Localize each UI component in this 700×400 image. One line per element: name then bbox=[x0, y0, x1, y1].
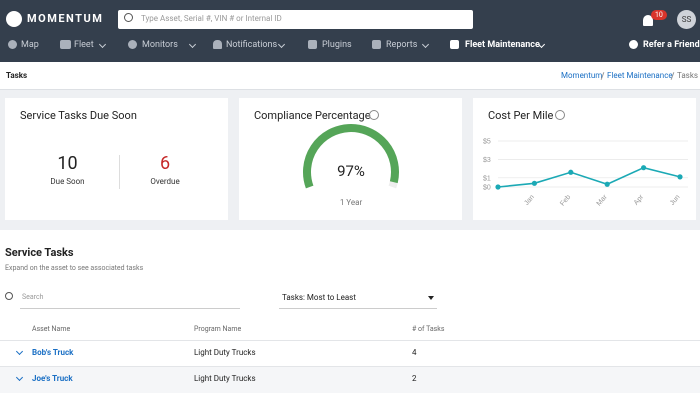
y-tick-label: $3 bbox=[483, 157, 491, 164]
breadcrumb-link[interactable]: Fleet Maintenance bbox=[607, 71, 673, 80]
search-box[interactable] bbox=[118, 10, 473, 29]
section-subtitle: Expand on the asset to see associated ta… bbox=[5, 264, 144, 272]
nav-item[interactable]: Fleet bbox=[74, 40, 94, 50]
point bbox=[568, 169, 574, 175]
stat-value: 10 bbox=[57, 153, 78, 174]
point bbox=[677, 174, 683, 180]
program-name: Light Duty Trucks bbox=[194, 374, 256, 383]
table-row[interactable] bbox=[0, 366, 700, 393]
gauge-label: 97% bbox=[337, 162, 365, 180]
divider bbox=[119, 155, 120, 189]
x-tick-label: Jun bbox=[669, 194, 682, 207]
nav-item[interactable]: Notifications bbox=[226, 40, 278, 50]
y-tick-label: $1 bbox=[483, 175, 491, 182]
nav-item[interactable]: Map bbox=[21, 40, 39, 50]
logo bbox=[6, 11, 22, 27]
help-icon[interactable] bbox=[369, 110, 379, 120]
page-title: Tasks bbox=[6, 71, 28, 80]
breadcrumb-current: Tasks bbox=[677, 71, 698, 80]
gauge-caption: 1 Year bbox=[339, 198, 363, 207]
search-underline bbox=[20, 308, 240, 309]
column-header: # of Tasks bbox=[412, 325, 445, 333]
due-soon-card: Service Tasks Due Soon 10 Due Soon 6 Ove… bbox=[5, 98, 228, 220]
stat-value: 6 bbox=[159, 153, 171, 174]
column-header: Asset Name bbox=[32, 325, 71, 333]
point bbox=[495, 184, 501, 190]
notification-badge: 10 bbox=[651, 10, 667, 20]
table-row[interactable] bbox=[0, 340, 700, 367]
task-count: 2 bbox=[412, 374, 417, 383]
plugins-icon bbox=[308, 40, 317, 49]
column-header: Program Name bbox=[194, 325, 242, 333]
stat-label: Overdue bbox=[150, 177, 180, 186]
point bbox=[604, 181, 610, 187]
notifications-icon bbox=[213, 40, 222, 49]
reports-icon bbox=[372, 40, 381, 49]
x-tick-label: Jan bbox=[523, 194, 536, 207]
nav-item-active[interactable]: Fleet Maintenance bbox=[465, 40, 540, 50]
nav-item[interactable]: Plugins bbox=[322, 40, 352, 50]
point bbox=[531, 180, 537, 186]
program-name: Light Duty Trucks bbox=[194, 348, 256, 357]
gauge bbox=[303, 124, 399, 189]
section-title: Service Tasks bbox=[5, 246, 74, 259]
compliance-card: Compliance Percentage 97% 1 Year bbox=[239, 98, 462, 220]
select-underline bbox=[279, 308, 437, 309]
search-icon bbox=[5, 292, 13, 300]
x-tick-label: Apr bbox=[633, 193, 646, 206]
card-title: Service Tasks Due Soon bbox=[20, 109, 137, 122]
nav-item[interactable]: Reports bbox=[386, 40, 418, 50]
line-chart: $0 $1 $3 $5 Jan Feb Mar Apr Jun bbox=[483, 139, 688, 208]
search-icon bbox=[124, 13, 133, 22]
nav-item[interactable]: Monitors bbox=[142, 40, 178, 50]
line bbox=[497, 166, 681, 188]
task-count: 4 bbox=[412, 348, 417, 357]
sort-select[interactable]: Tasks: Most to Least bbox=[282, 293, 356, 302]
gauge-fill bbox=[303, 124, 399, 189]
x-tick-label: Feb bbox=[559, 194, 572, 208]
card-title: Compliance Percentage bbox=[254, 109, 371, 122]
breadcrumb-link[interactable]: Momentum bbox=[561, 71, 603, 80]
search-placeholder: Type Asset, Serial #, VIN # or Internal … bbox=[141, 14, 282, 23]
asset-name[interactable]: Bob's Truck bbox=[32, 348, 74, 357]
maintenance-icon bbox=[450, 40, 459, 49]
x-tick-label: Mar bbox=[596, 193, 610, 207]
y-tick-label: $0 bbox=[483, 185, 491, 192]
fleet-icon bbox=[60, 40, 71, 49]
map-icon bbox=[8, 40, 17, 49]
title-bar bbox=[0, 62, 700, 90]
bell-icon[interactable] bbox=[643, 15, 653, 26]
asset-name[interactable]: Joe's Truck bbox=[32, 374, 73, 383]
avatar[interactable]: SS bbox=[677, 10, 696, 29]
refer-link[interactable]: Refer a Friend bbox=[643, 40, 700, 50]
refer-icon bbox=[629, 40, 638, 49]
point bbox=[641, 165, 647, 171]
y-tick-label: $5 bbox=[483, 139, 491, 146]
search-input[interactable]: Search bbox=[22, 293, 44, 301]
dropdown-arrow bbox=[428, 296, 434, 300]
help-icon[interactable] bbox=[555, 110, 565, 120]
monitors-icon bbox=[128, 40, 137, 49]
card-title: Cost Per Mile bbox=[488, 109, 554, 122]
brand: MOMENTUM bbox=[27, 12, 104, 25]
stat-label: Due Soon bbox=[50, 177, 85, 186]
cost-card: Cost Per Mile $0 $1 $3 $5 Jan Feb Mar Apr Jun bbox=[473, 98, 696, 220]
